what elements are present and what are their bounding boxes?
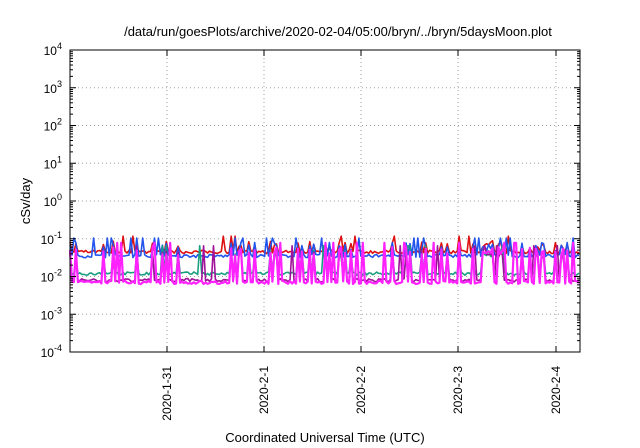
y-tick-label: 100 <box>44 192 62 209</box>
x-tick-label: 2020-2-2 <box>354 366 368 414</box>
y-tick-label: 104 <box>44 41 62 58</box>
y-tick-label: 10-1 <box>41 230 62 247</box>
x-tick-label: 2020-2-4 <box>549 366 563 414</box>
chart-title: /data/run/goesPlots/archive/2020-02-04/0… <box>124 24 552 39</box>
y-tick-label: 10-4 <box>41 343 62 360</box>
x-axis-label: Coordinated Universal Time (UTC) <box>225 430 424 445</box>
x-tick-label: 2020-2-1 <box>257 366 271 414</box>
series-layer <box>68 235 580 286</box>
y-axis: 104 103 102 101 100 10-1 10-2 10-3 10-4 <box>41 41 580 360</box>
y-tick-label: 101 <box>44 154 62 171</box>
x-tick-label: 2020-2-3 <box>451 366 465 414</box>
x-axis: 2020-1-31 2020-2-1 2020-2-2 2020-2-3 2020-2-… <box>160 50 563 421</box>
series-line-5 <box>68 241 580 286</box>
y-tick-label: 10-3 <box>41 305 62 322</box>
y-tick-label: 103 <box>44 79 62 96</box>
y-tick-label: 10-2 <box>41 268 62 285</box>
grid <box>70 50 580 352</box>
y-axis-label: cSv/day <box>18 177 33 224</box>
y-tick-label: 102 <box>44 117 62 134</box>
x-tick-label: 2020-1-31 <box>160 366 174 421</box>
